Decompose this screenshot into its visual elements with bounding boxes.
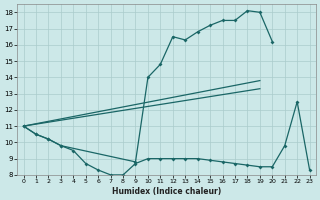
X-axis label: Humidex (Indice chaleur): Humidex (Indice chaleur) <box>112 187 221 196</box>
